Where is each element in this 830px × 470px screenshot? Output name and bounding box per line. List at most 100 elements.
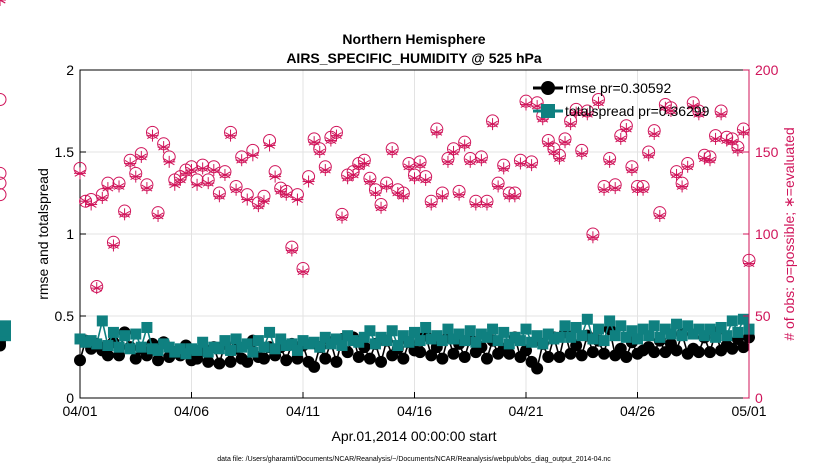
obs-evaluated-point <box>547 146 560 158</box>
totalspread-point <box>548 333 560 345</box>
totalspread-point <box>308 336 320 348</box>
totalspread-point <box>113 341 125 353</box>
totalspread-point <box>186 343 197 355</box>
obs-evaluated-point <box>380 180 393 193</box>
x-tick-label: 04/11 <box>286 403 320 419</box>
legend-totalspread-label: totalspread pr=0.36299 <box>565 103 710 119</box>
totalspread-point <box>704 323 716 335</box>
chart-subtitle: AIRS_SPECIFIC_HUMIDITY @ 525 hPa <box>286 50 542 66</box>
totalspread-point <box>520 323 532 335</box>
obs-evaluated-point <box>559 136 572 149</box>
y-axis-right-label: # of obs: o=possible; ∗=evaluated <box>781 127 797 340</box>
obs-evaluated-point <box>386 146 399 158</box>
totalspread-point <box>135 341 147 353</box>
rmse-point <box>129 352 142 365</box>
obs-evaluated-point <box>230 183 243 196</box>
totalspread-point <box>358 331 370 343</box>
totalspread-point <box>369 338 381 350</box>
legend-totalspread-marker <box>541 104 555 118</box>
obs-evaluated-point <box>520 98 532 111</box>
obs-evaluated-point <box>609 182 622 195</box>
totalspread-point <box>208 341 220 353</box>
obs-evaluated-point <box>241 193 254 206</box>
y-right-tick-label: 200 <box>755 62 779 78</box>
obs-evaluated-point <box>731 144 744 157</box>
rmse-point <box>586 346 599 359</box>
totalspread-point <box>481 331 493 343</box>
obs-evaluated-point <box>207 164 220 177</box>
obs-evaluated-point <box>469 198 482 211</box>
obs-evaluated-point <box>291 193 304 206</box>
rmse-point <box>458 351 471 363</box>
obs-evaluated-point <box>709 132 722 145</box>
rmse-point <box>436 352 449 365</box>
obs-evaluated-point <box>336 211 349 224</box>
rmse-point <box>397 352 410 365</box>
totalspread-point <box>615 320 627 332</box>
obs-evaluated-point <box>464 155 477 168</box>
rmse-point <box>257 352 270 365</box>
x-tick-label: 04/21 <box>508 403 543 419</box>
data-layer <box>0 0 756 375</box>
totalspread-point <box>643 330 655 342</box>
legend: rmse pr=0.30592 totalspread pr=0.36299 <box>533 80 710 119</box>
obs-evaluated-point <box>575 147 588 160</box>
totalspread-point <box>258 341 270 353</box>
totalspread-point <box>409 326 420 338</box>
totalspread-point <box>74 333 86 345</box>
obs-evaluated-point <box>74 167 86 180</box>
totalspread-point <box>213 343 225 355</box>
totalspread-point <box>632 333 643 345</box>
x-tick-label: 04/26 <box>620 403 655 419</box>
obs-evaluated-point <box>441 155 454 168</box>
y-left-tick-label: 1.5 <box>55 144 75 160</box>
obs-evaluated-point <box>414 159 427 172</box>
x-tick-label: 05/01 <box>731 403 766 419</box>
y-right-tick-label: 150 <box>755 144 779 160</box>
totalspread-point <box>353 336 365 348</box>
rmse-point <box>620 351 633 363</box>
obs-evaluated-point <box>637 183 650 196</box>
totalspread-point <box>487 323 499 335</box>
totalspread-point <box>464 325 476 337</box>
obs-evaluated-point <box>285 244 298 257</box>
totalspread-point <box>682 320 694 332</box>
obs-evaluated-point <box>375 201 388 214</box>
obs-evaluated-point <box>174 173 187 186</box>
obs-evaluated-point <box>85 198 98 211</box>
obs-evaluated-point <box>692 108 705 121</box>
totalspread-point <box>475 328 487 340</box>
rmse-point <box>447 347 460 360</box>
rmse-point <box>319 352 332 365</box>
obs-evaluated-point <box>152 209 165 222</box>
totalspread-point <box>124 343 136 355</box>
obs-evaluated-point <box>369 187 382 199</box>
obs-evaluated-point <box>135 150 148 163</box>
obs-evaluated-point <box>213 190 226 203</box>
totalspread-point <box>676 330 688 342</box>
obs-evaluated-point <box>129 170 142 183</box>
obs-evaluated-point <box>358 157 371 170</box>
rmse-point <box>224 355 237 368</box>
obs-evaluated-point <box>480 198 493 211</box>
totalspread-point <box>169 346 181 358</box>
totalspread-point <box>319 331 331 343</box>
obs-evaluated-point <box>453 188 466 201</box>
obs-evaluated-point <box>124 157 137 170</box>
totalspread-point <box>386 325 398 337</box>
obs-evaluated-point <box>458 139 471 152</box>
totalspread-point <box>269 343 281 355</box>
obs-evaluated-point <box>508 190 521 203</box>
obs-evaluated-point <box>648 127 661 140</box>
totalspread-point <box>146 343 158 355</box>
totalspread-point <box>503 338 515 350</box>
totalspread-point <box>531 330 543 342</box>
obs-evaluated-point <box>570 106 583 119</box>
totalspread-point <box>381 335 393 347</box>
totalspread-point <box>498 326 510 338</box>
obs-evaluated-point <box>202 177 215 190</box>
obs-evaluated-point <box>224 129 237 142</box>
obs-evaluated-point <box>118 208 131 221</box>
totalspread-point <box>420 321 432 333</box>
rmse-point <box>202 355 215 368</box>
